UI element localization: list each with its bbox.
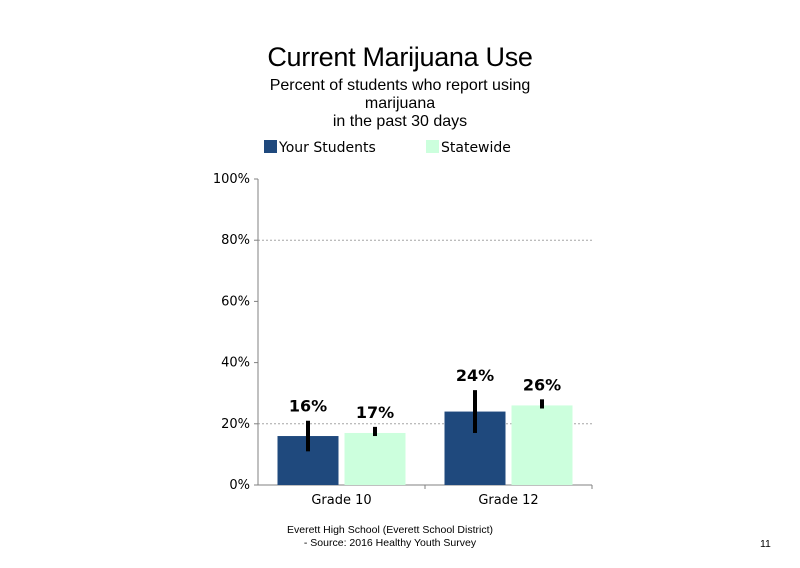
- footer-school: Everett High School (Everett School Dist…: [287, 524, 493, 536]
- legend-label-your-students: Your Students: [279, 140, 376, 156]
- legend-item-your-students: Your Students: [264, 140, 376, 158]
- footer-source: - Source: 2016 Healthy Youth Survey: [303, 537, 477, 549]
- bar: [511, 405, 573, 485]
- legend-swatch-your-students: [264, 140, 277, 153]
- data-label: 24%: [456, 366, 494, 385]
- y-tick-label: 80%: [221, 233, 250, 248]
- data-label: 16%: [289, 397, 327, 416]
- subtitle-line: in the past 30 days: [332, 113, 468, 130]
- bar: [344, 432, 406, 485]
- y-tick-label: 40%: [221, 356, 250, 371]
- legend-swatch-statewide: [426, 140, 439, 153]
- y-tick-label: 20%: [221, 417, 250, 432]
- data-label: 17%: [356, 403, 394, 422]
- data-label: 26%: [523, 375, 561, 394]
- x-tick-label: Grade 12: [478, 493, 538, 508]
- subtitle-line: marijuana: [364, 95, 436, 112]
- y-tick-label: 0%: [229, 478, 250, 493]
- y-tick-label: 60%: [221, 294, 250, 309]
- x-tick-label: Grade 10: [311, 493, 371, 508]
- source-footer: Everett High School (Everett School Dist…: [250, 524, 530, 550]
- subtitle-line: Percent of students who report using: [269, 77, 531, 94]
- chart-title: Current Marijuana Use: [267, 42, 533, 72]
- legend-item-statewide: Statewide: [426, 140, 511, 158]
- chart-subtitle: Percent of students who report using mar…: [250, 77, 550, 131]
- y-tick-label: 100%: [213, 172, 250, 187]
- legend-label-statewide: Statewide: [441, 140, 511, 156]
- page-number: 11: [760, 538, 771, 550]
